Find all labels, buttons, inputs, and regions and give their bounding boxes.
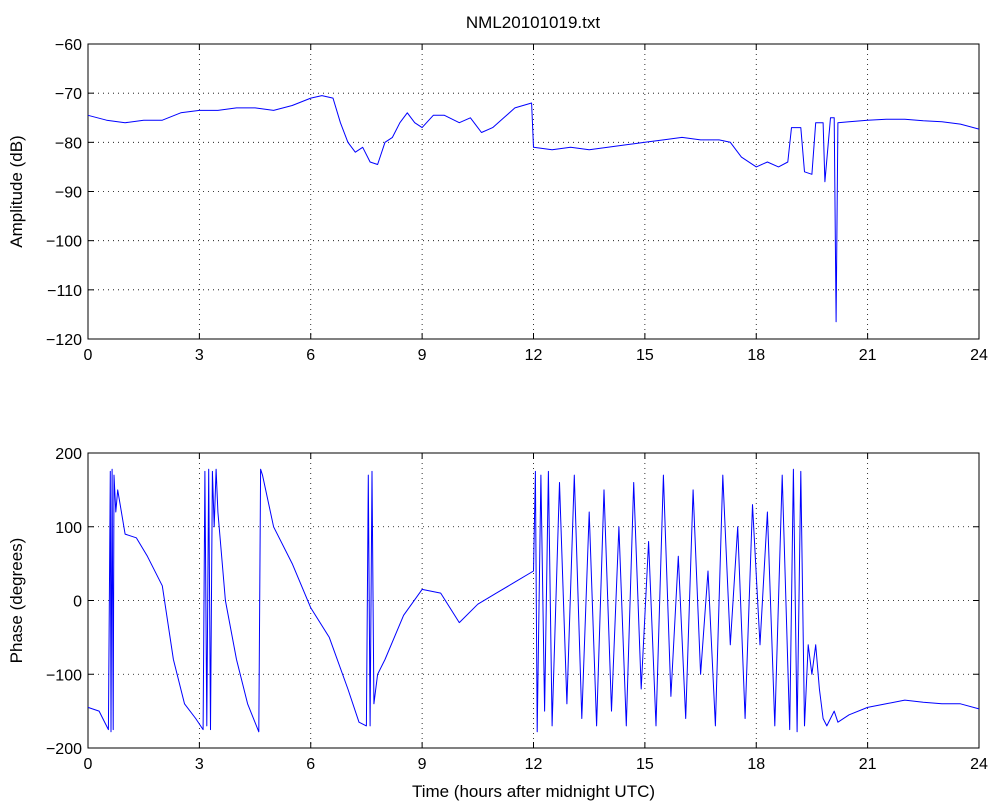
amplitude-series-line [87,95,980,323]
phase-x-tick-label: 24 [970,756,988,773]
phase-tick-labels: 0 3 6 9 12 15 18 21 24 −200 −100 0 100 200 [46,446,988,773]
amplitude-x-tick-label: 15 [636,347,654,364]
amplitude-x-tick-label: 6 [306,347,315,364]
phase-x-tick-label: 15 [636,756,654,773]
amplitude-y-tick-label: −60 [55,37,82,54]
amplitude-y-axis-label: Amplitude (dB) [7,135,26,247]
amplitude-x-tick-label: 3 [195,347,204,364]
phase-y-tick-label: −100 [46,667,82,684]
phase-x-tick-label: 9 [418,756,427,773]
phase-x-axis-label: Time (hours after midnight UTC) [412,782,655,801]
phase-gridlines [88,453,979,748]
amplitude-y-tick-label: −100 [46,234,82,251]
amplitude-y-tick-label: −70 [55,86,82,103]
phase-series-line [87,468,980,733]
phase-y-tick-label: 0 [73,594,82,611]
amplitude-plot: 0 3 6 9 12 15 18 21 24 −120 −110 −100 −90 −80 −70 −60 A… [7,37,988,364]
phase-x-tick-label: 18 [747,756,765,773]
phase-y-tick-label: −200 [46,741,82,758]
phase-x-tick-label: 0 [84,756,93,773]
amplitude-ticks [87,43,980,340]
amplitude-x-tick-label: 12 [525,347,543,364]
amplitude-y-tick-label: −110 [47,283,82,300]
phase-y-tick-label: 100 [55,520,82,537]
phase-ticks [87,452,980,749]
chart-title: NML20101019.txt [466,13,600,32]
amplitude-x-tick-label: 21 [859,347,877,364]
amplitude-x-tick-label: 18 [747,347,765,364]
phase-plot: 0 3 6 9 12 15 18 21 24 −200 −100 0 100 200 Phase (deg… [7,446,988,801]
amplitude-tick-labels: 0 3 6 9 12 15 18 21 24 −120 −110 −100 −90 −80 −70 −60 [46,37,988,364]
phase-x-tick-label: 3 [195,756,204,773]
phase-x-tick-label: 6 [306,756,315,773]
phase-y-tick-label: 200 [55,446,82,463]
phase-x-tick-label: 21 [859,756,877,773]
amplitude-series [87,95,980,323]
phase-x-tick-label: 12 [525,756,543,773]
phase-y-axis-label: Phase (degrees) [7,538,26,664]
amplitude-y-tick-label: −120 [46,332,82,349]
amplitude-y-tick-label: −90 [55,185,82,202]
phase-series [87,468,980,733]
amplitude-y-tick-label: −80 [55,135,82,152]
amplitude-x-tick-label: 9 [418,347,427,364]
amplitude-x-tick-label: 0 [84,347,93,364]
amplitude-x-tick-label: 24 [970,347,988,364]
